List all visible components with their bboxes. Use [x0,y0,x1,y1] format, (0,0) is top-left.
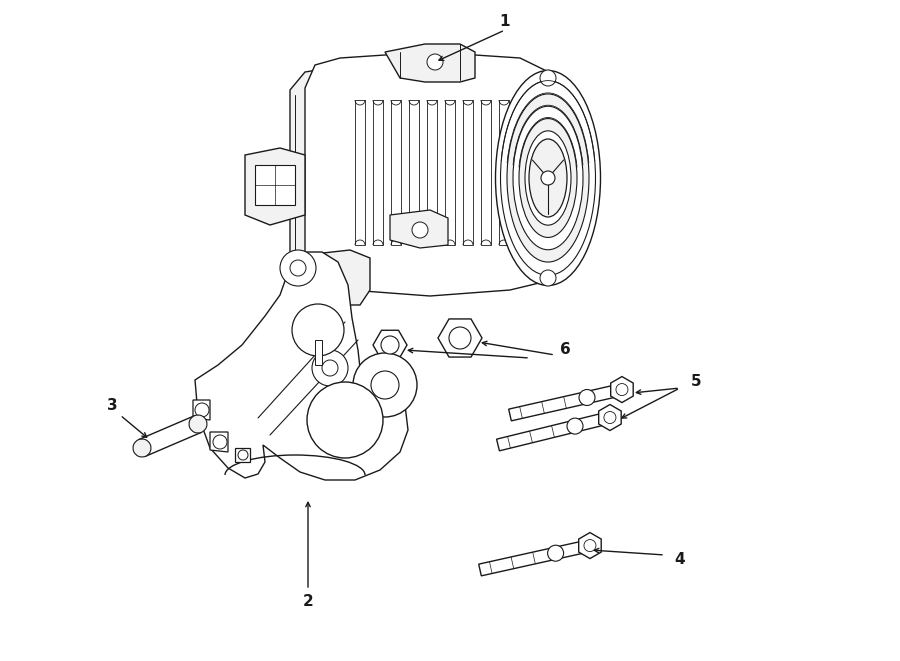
Circle shape [616,383,628,395]
Polygon shape [305,250,370,305]
Polygon shape [290,68,350,285]
Ellipse shape [189,415,207,433]
Ellipse shape [529,139,567,217]
Polygon shape [391,100,401,245]
Text: 3: 3 [107,397,117,412]
Circle shape [540,270,556,286]
Ellipse shape [519,118,577,237]
Polygon shape [479,540,590,576]
Circle shape [290,260,306,276]
Polygon shape [438,319,482,357]
Ellipse shape [547,545,563,561]
Polygon shape [373,330,407,360]
Circle shape [412,222,428,238]
Circle shape [353,353,417,417]
Circle shape [541,171,555,185]
Text: 1: 1 [500,15,510,30]
Polygon shape [235,448,250,462]
Polygon shape [445,100,455,245]
Circle shape [312,350,348,386]
Text: 5: 5 [690,375,701,389]
Polygon shape [427,100,437,245]
Text: 4: 4 [675,553,685,568]
Polygon shape [245,148,305,225]
Circle shape [307,382,383,458]
Ellipse shape [513,106,583,250]
Ellipse shape [496,71,600,286]
Circle shape [238,450,248,460]
Polygon shape [139,416,202,456]
Polygon shape [409,100,419,245]
Circle shape [371,371,399,399]
Polygon shape [579,533,601,559]
Polygon shape [195,252,408,480]
Polygon shape [355,100,365,245]
Circle shape [427,54,443,70]
Polygon shape [385,44,475,82]
Polygon shape [305,52,575,296]
Circle shape [328,285,348,305]
Circle shape [449,327,471,349]
Circle shape [604,412,616,424]
Ellipse shape [567,418,583,434]
Ellipse shape [579,389,595,405]
Polygon shape [508,384,621,421]
Ellipse shape [525,131,571,225]
Polygon shape [598,405,621,430]
Polygon shape [373,100,383,245]
Text: 6: 6 [560,342,571,358]
Circle shape [280,250,316,286]
Circle shape [213,435,227,449]
Polygon shape [255,165,295,205]
Polygon shape [481,100,491,245]
Ellipse shape [292,304,344,356]
Circle shape [195,403,209,417]
Ellipse shape [507,94,589,262]
Circle shape [584,539,596,551]
Circle shape [381,336,399,354]
Ellipse shape [133,439,151,457]
Polygon shape [611,377,634,403]
Polygon shape [499,100,509,245]
Polygon shape [210,432,228,452]
Circle shape [540,70,556,86]
Circle shape [322,360,338,376]
Polygon shape [315,340,322,365]
Polygon shape [463,100,473,245]
Polygon shape [193,400,210,420]
Polygon shape [497,412,609,451]
Polygon shape [390,210,448,248]
Text: 2: 2 [302,594,313,609]
Ellipse shape [500,81,596,276]
